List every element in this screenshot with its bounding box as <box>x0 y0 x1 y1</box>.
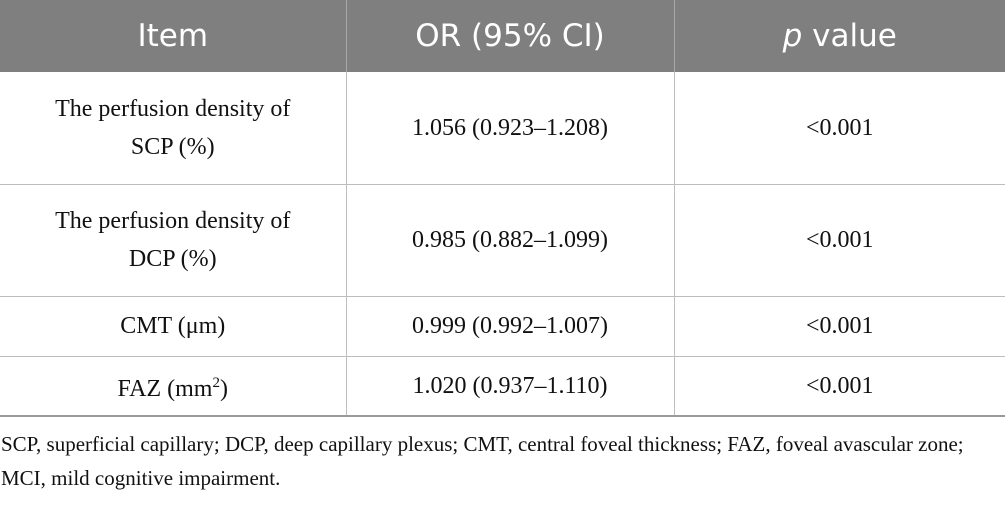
cell-or: 0.985 (0.882–1.099) <box>345 184 674 297</box>
item-superscript: 2 <box>212 374 220 391</box>
header-row: Item OR (95% CI) p value <box>0 0 1005 72</box>
table-footnote: SCP, superficial capillary; DCP, deep ca… <box>1 432 964 490</box>
cell-p: <0.001 <box>673 296 1005 357</box>
cell-or: 0.999 (0.992–1.007) <box>345 296 674 357</box>
header-p-rest: value <box>802 18 897 54</box>
cell-item: The perfusion density of DCP (%) <box>0 184 346 297</box>
cell-or: 1.020 (0.937–1.110) <box>345 356 674 417</box>
table-body: The perfusion density of SCP (%) 1.056 (… <box>0 72 1005 417</box>
table-row: The perfusion density of DCP (%) 0.985 (… <box>0 184 1005 297</box>
table-header: Item OR (95% CI) p value <box>0 0 1005 72</box>
item-line: The perfusion density of <box>55 208 291 234</box>
item-line: The perfusion density of <box>55 95 291 122</box>
cell-p: <0.001 <box>673 72 1005 185</box>
header-item: Item <box>137 18 209 54</box>
header-p-italic: p <box>782 18 803 54</box>
cell-item: FAZ (mm2) <box>0 356 346 417</box>
cell-or: 1.056 (0.923–1.208) <box>345 72 674 185</box>
table-row: FAZ (mm2) 1.020 (0.937–1.110) <0.001 <box>0 356 1005 417</box>
header-p-value: p value <box>673 0 1005 72</box>
cell-p: <0.001 <box>673 184 1005 297</box>
header-or: OR (95% CI) <box>345 0 674 72</box>
results-table: Item OR (95% CI) p value The perfusion d… <box>0 0 1005 417</box>
table-row: The perfusion density of SCP (%) 1.056 (… <box>0 72 1005 185</box>
table-row: CMT (μm) 0.999 (0.992–1.007) <0.001 <box>0 296 1005 357</box>
cell-p: <0.001 <box>673 356 1005 417</box>
item-line: SCP (%) <box>130 133 215 160</box>
item-base: FAZ (mm <box>117 375 213 402</box>
cell-item: CMT (μm) <box>0 296 346 357</box>
item-line: DCP (%) <box>128 246 217 272</box>
cell-item: The perfusion density of SCP (%) <box>0 72 346 185</box>
item-close: ) <box>219 375 228 402</box>
